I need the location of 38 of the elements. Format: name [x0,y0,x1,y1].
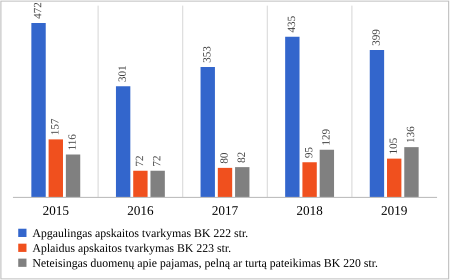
x-tick-label: 2017 [212,206,238,216]
bar [31,23,46,198]
data-label: 353 [203,46,211,62]
bar [235,167,250,198]
bar [370,50,384,198]
legend-label: Aplaidus apskaitos tvarkymas BK 223 str. [32,244,230,254]
data-label: 435 [288,16,296,32]
data-label: 116 [68,134,76,150]
legend-label: Neteisingas duomenų apie pajamas, pelną ar turtą pateikimas BK 220 str. [32,258,378,270]
data-label: 301 [118,66,126,82]
data-label: 472 [34,2,42,19]
data-label: 136 [406,126,414,142]
data-label: 157 [51,118,59,134]
bar [218,168,232,198]
x-tick-label: 2019 [382,206,407,216]
x-tick-label: 2018 [296,206,322,216]
bar [285,36,300,198]
bar [200,66,215,198]
bar [133,170,148,198]
x-tick-label: 2016 [128,206,154,216]
bar [302,162,317,198]
bar [150,170,165,198]
data-label: 105 [389,138,397,154]
legend-label: Apgaulingas apskaitos tvarkymas BK 222 str. [32,228,248,240]
data-label: 80 [220,152,228,164]
bar [404,147,419,198]
data-label: 82 [238,152,246,163]
data-label: 399 [372,30,380,46]
data-label: 72 [136,156,144,166]
x-tick-label: 2015 [43,206,68,216]
bar [320,150,334,198]
bar [116,86,130,198]
data-label: 95 [304,147,312,158]
data-label: 129 [322,129,330,145]
data-label: 72 [152,156,160,166]
bar [387,158,402,198]
bar [66,154,80,198]
bar [48,139,63,198]
